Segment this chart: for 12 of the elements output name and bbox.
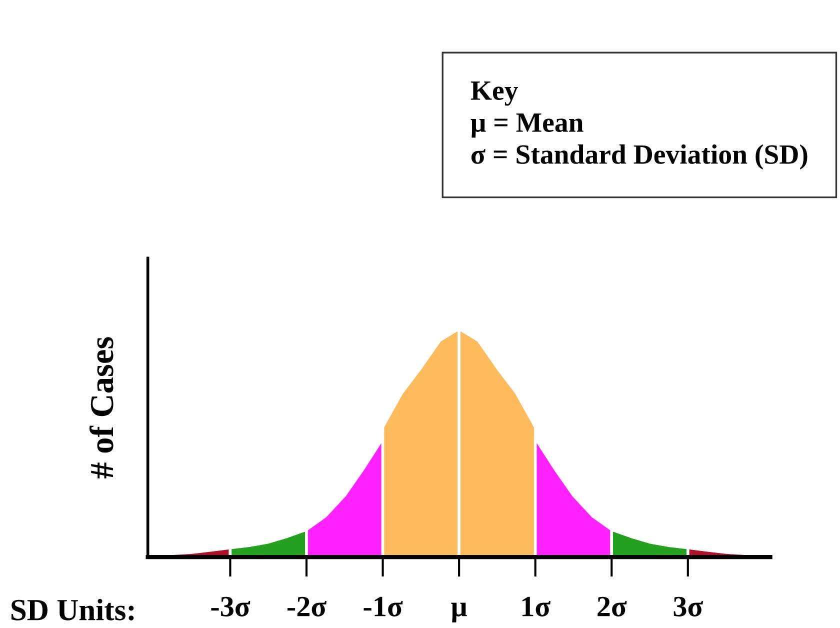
x-tick-label: 1σ	[522, 596, 550, 616]
x-tick-label: -1σ	[364, 596, 403, 616]
x-tick-label: μ	[451, 602, 467, 622]
x-tick-label: 2σ	[598, 596, 627, 616]
x-tick-label: 3σ	[674, 596, 703, 616]
text: μ = Mean	[470, 114, 584, 138]
text: σ = Standard Deviation (SD)	[471, 144, 808, 170]
x-tick-label: -2σ	[287, 596, 326, 616]
text: Key	[470, 82, 518, 106]
y-axis-title: # of Cases	[89, 337, 114, 478]
x-axis-title: SD Units:	[12, 598, 134, 621]
x-tick-label: -3σ	[211, 596, 250, 616]
